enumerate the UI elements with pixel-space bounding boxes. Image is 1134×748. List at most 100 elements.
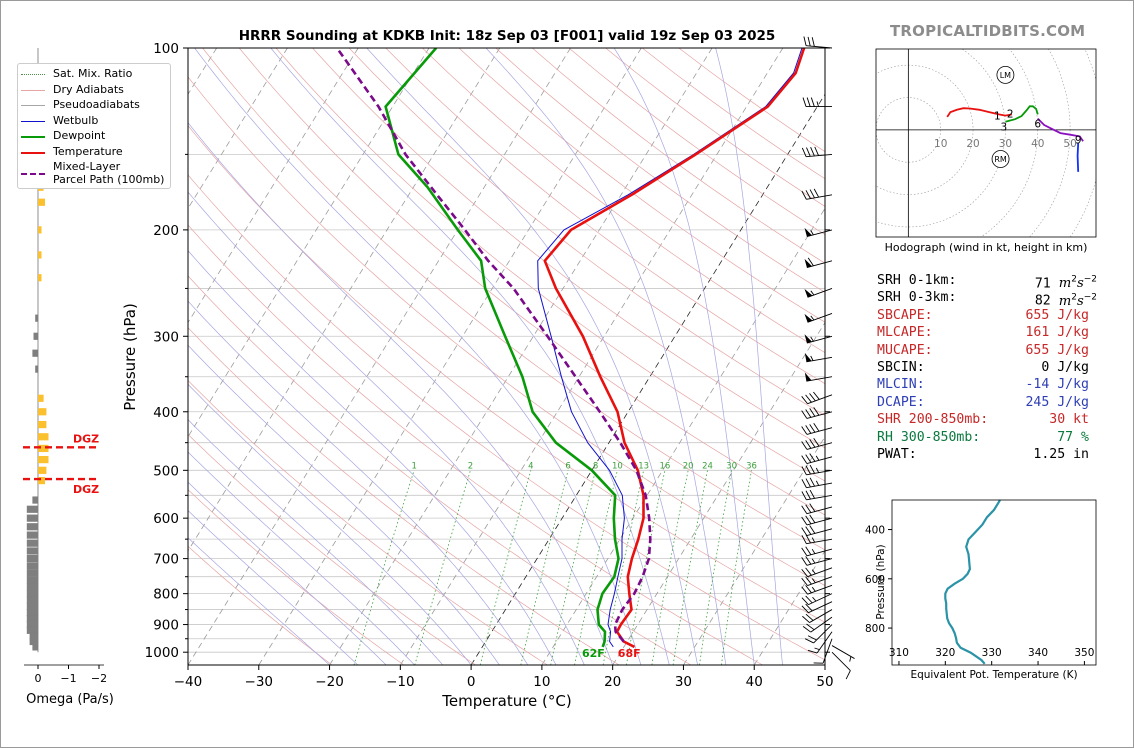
x-axis-label: Temperature (°C) <box>441 692 571 710</box>
barb-flag <box>801 147 807 157</box>
pseudoadiabat <box>188 300 529 665</box>
legend: Sat. Mix. Ratio Dry Adiabats Pseudoadiabat… <box>17 63 171 189</box>
barb-flag <box>809 477 815 487</box>
dry-adiabat <box>188 125 825 623</box>
wind-barb <box>813 638 833 664</box>
parcel-path-line <box>335 48 652 643</box>
barb-flag <box>801 190 807 200</box>
omega-profile: 0 −1 −2 <box>23 48 107 685</box>
barb-flag <box>801 516 808 526</box>
barb-flag <box>802 97 807 107</box>
hodograph-segment-2 <box>1005 105 1039 123</box>
omega-tick-label: −2 <box>91 672 107 685</box>
wind-barb <box>801 477 833 489</box>
mixing-ratio-line <box>699 470 732 665</box>
barb-flag <box>805 440 812 449</box>
hodograph-height-label: 9 <box>1075 135 1082 147</box>
wind-barb <box>804 288 833 298</box>
wind-barb <box>801 601 833 614</box>
param-label: DCAPE: <box>877 394 925 410</box>
barb-flag <box>801 441 808 450</box>
barb-staff <box>822 638 833 664</box>
legend-swatch <box>21 105 45 106</box>
legend-label: Sat. Mix. Ratio <box>53 67 133 80</box>
barb-flag <box>809 525 816 534</box>
param-row-rh: RH 300-850mb: 77 % <box>877 429 1107 446</box>
barb-flag <box>801 396 808 405</box>
legend-entry: Dry Adiabats <box>18 83 170 97</box>
wind-barb <box>801 188 833 200</box>
omega-bar <box>32 643 38 651</box>
wind-barb <box>801 593 833 606</box>
dry-adiabat <box>188 545 333 665</box>
wind-barb <box>801 438 833 450</box>
barb-flag <box>801 568 808 577</box>
barb-half-flag <box>811 569 816 575</box>
omega-bar <box>26 569 38 577</box>
param-value: 1.25 in <box>1033 446 1089 462</box>
mixing-ratio-label: 1 <box>411 461 416 471</box>
plot-frame <box>187 47 826 666</box>
barb-half-flag <box>812 596 817 602</box>
barb-flag <box>801 479 807 488</box>
y-tick-label: 900 <box>153 618 179 634</box>
wind-barb <box>801 391 833 405</box>
wind-barb <box>801 525 833 537</box>
dry-adiabat <box>188 275 692 665</box>
legend-swatch <box>21 136 45 138</box>
isotherm <box>188 48 571 665</box>
barb-half-flag <box>811 558 816 564</box>
x-tick-label: −30 <box>245 674 274 690</box>
barb-staff <box>806 528 833 537</box>
dry-adiabat <box>188 76 825 586</box>
barb-half-flag <box>811 586 816 592</box>
storm-motion-marker <box>996 65 1015 84</box>
y-tick-label: 700 <box>153 552 179 568</box>
storm-motion-label: RM <box>994 155 1007 164</box>
barb-flag <box>806 147 811 157</box>
isotherm <box>258 48 642 665</box>
omega-bar <box>38 420 47 429</box>
isotherm <box>188 48 430 438</box>
legend-label: Temperature <box>53 144 123 158</box>
barb-flag <box>801 527 808 536</box>
barb-flag <box>813 438 820 447</box>
wind-barb <box>802 97 832 108</box>
barb-flag <box>805 595 813 604</box>
barb-flag <box>813 391 820 400</box>
pseudoadiabat <box>188 481 387 665</box>
barb-flag <box>802 626 811 633</box>
omega-bar <box>26 609 38 617</box>
legend-entry: Pseudoadiabats <box>18 98 170 112</box>
y-tick-label: 200 <box>153 223 179 239</box>
theta-e-x-tick-label: 330 <box>982 647 1002 659</box>
dry-adiabat <box>312 48 825 449</box>
omega-bar <box>38 466 47 474</box>
pseudoadiabat <box>485 48 727 665</box>
isotherm <box>188 48 359 324</box>
y-tick-label: 600 <box>153 511 179 527</box>
storm-motion-marker <box>991 150 1010 168</box>
mixing-ratio-line <box>721 470 752 665</box>
theta-e-x-tick-label: 350 <box>1074 647 1094 659</box>
barb-flag <box>801 410 808 419</box>
dgz-bottom-label: DGZ <box>73 483 99 496</box>
hodograph-height-label: 1 <box>994 110 1001 122</box>
barb-staff <box>806 558 833 566</box>
barb-half-flag <box>815 467 820 473</box>
omega-bar <box>26 514 38 522</box>
barb-half-flag <box>815 480 820 486</box>
mixing-ratio-label: 2 <box>468 461 473 471</box>
pseudoadiabat <box>188 510 359 665</box>
barb-flag <box>806 97 811 107</box>
omega-bar <box>26 531 38 539</box>
barb-pennant <box>804 288 813 298</box>
barb-flag <box>809 393 816 402</box>
barb-flag <box>805 515 812 525</box>
barb-flag <box>805 576 812 585</box>
barb-half-flag <box>810 336 814 342</box>
mixing-ratio-label: 10 <box>612 461 623 471</box>
barb-flag <box>803 36 807 46</box>
barb-flag <box>805 425 812 434</box>
